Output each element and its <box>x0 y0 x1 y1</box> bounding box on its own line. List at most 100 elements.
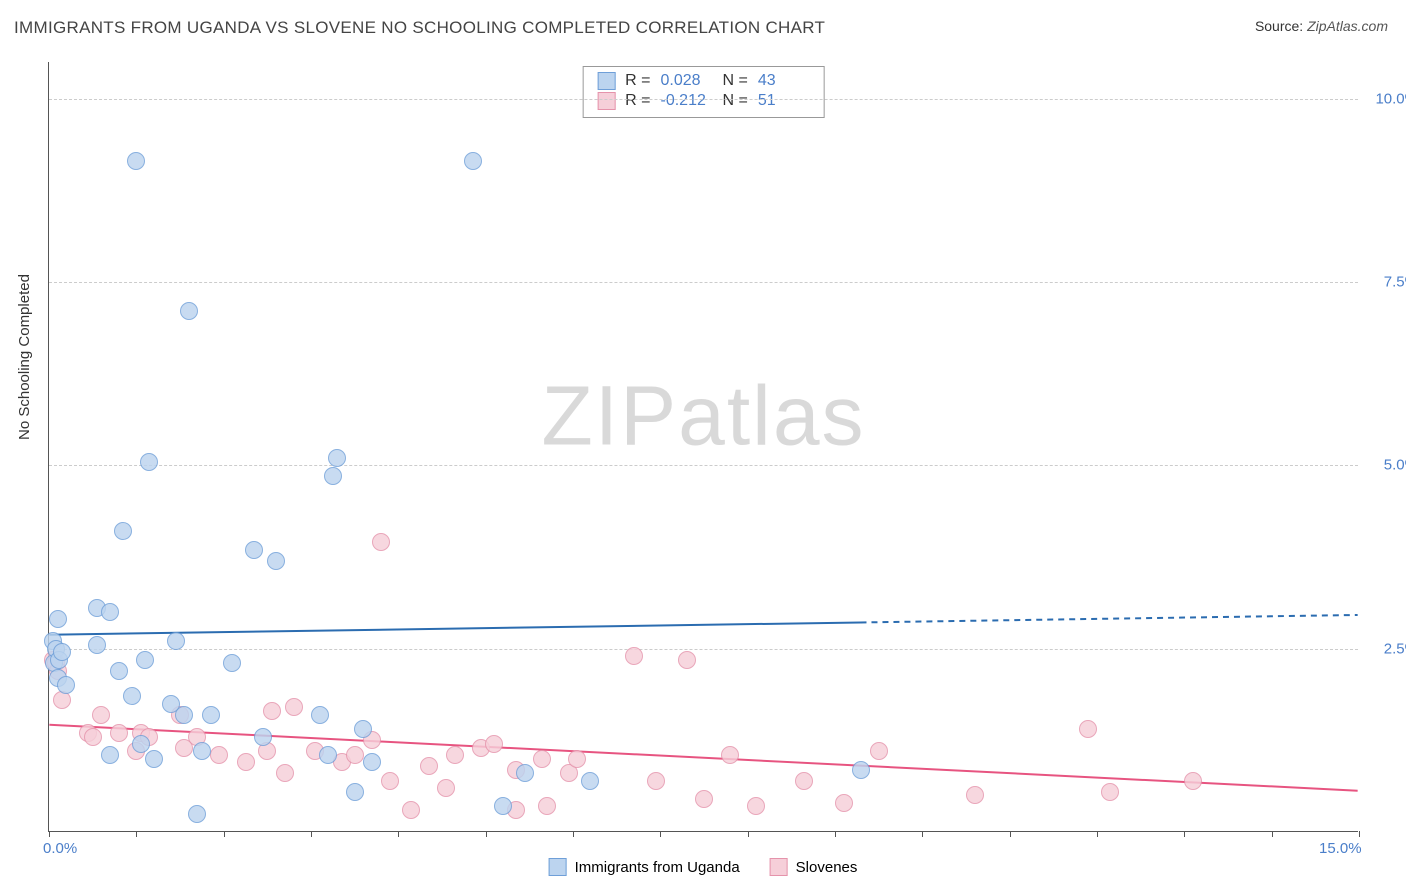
scatter-point-uganda <box>223 654 241 672</box>
scatter-point-slovene <box>110 724 128 742</box>
x-tick-label: 0.0% <box>43 840 77 857</box>
x-tick <box>922 831 923 837</box>
scatter-point-uganda <box>188 805 206 823</box>
n-label: N = <box>723 92 748 110</box>
grid-line <box>49 465 1358 466</box>
watermark-zip: ZIP <box>541 368 678 462</box>
x-tick <box>136 831 137 837</box>
scatter-point-uganda <box>114 522 132 540</box>
scatter-point-uganda <box>494 797 512 815</box>
n-label: N = <box>723 72 748 90</box>
x-tick-label: 15.0% <box>1319 840 1362 857</box>
y-tick-label: 5.0% <box>1384 457 1406 474</box>
scatter-point-slovene <box>1184 772 1202 790</box>
y-axis-title: No Schooling Completed <box>16 274 33 440</box>
scatter-point-slovene <box>538 797 556 815</box>
scatter-point-uganda <box>136 651 154 669</box>
legend-item-slovene: Slovenes <box>770 858 858 876</box>
scatter-point-uganda <box>101 746 119 764</box>
grid-line <box>49 99 1358 100</box>
scatter-point-slovene <box>795 772 813 790</box>
scatter-point-slovene <box>285 698 303 716</box>
stats-legend-box: R =0.028N =43R =-0.212N =51 <box>582 66 825 118</box>
scatter-point-slovene <box>966 786 984 804</box>
scatter-chart: ZIPatlas R =0.028N =43R =-0.212N =51 2.5… <box>48 62 1358 832</box>
scatter-point-slovene <box>678 651 696 669</box>
scatter-point-slovene <box>647 772 665 790</box>
legend-item-uganda: Immigrants from Uganda <box>549 858 740 876</box>
scatter-point-uganda <box>175 706 193 724</box>
scatter-point-slovene <box>485 735 503 753</box>
scatter-point-uganda <box>354 720 372 738</box>
scatter-point-uganda <box>464 152 482 170</box>
watermark-atlas: atlas <box>678 368 865 462</box>
y-tick-label: 7.5% <box>1384 274 1406 291</box>
scatter-point-uganda <box>57 676 75 694</box>
x-tick <box>398 831 399 837</box>
legend-label: Immigrants from Uganda <box>575 859 740 876</box>
scatter-point-uganda <box>140 453 158 471</box>
scatter-point-uganda <box>202 706 220 724</box>
r-label: R = <box>625 92 650 110</box>
stats-row-uganda: R =0.028N =43 <box>597 71 810 91</box>
scatter-point-slovene <box>372 533 390 551</box>
scatter-point-slovene <box>346 746 364 764</box>
scatter-point-slovene <box>437 779 455 797</box>
x-tick <box>311 831 312 837</box>
scatter-point-slovene <box>446 746 464 764</box>
scatter-point-uganda <box>132 735 150 753</box>
swatch-uganda <box>549 858 567 876</box>
y-tick-label: 10.0% <box>1375 90 1406 107</box>
scatter-point-slovene <box>835 794 853 812</box>
scatter-point-uganda <box>319 746 337 764</box>
x-tick <box>573 831 574 837</box>
scatter-point-slovene <box>381 772 399 790</box>
scatter-point-slovene <box>721 746 739 764</box>
swatch-slovene <box>597 92 615 110</box>
scatter-point-slovene <box>625 647 643 665</box>
scatter-point-slovene <box>695 790 713 808</box>
x-tick <box>49 831 50 837</box>
scatter-point-uganda <box>101 603 119 621</box>
y-tick-label: 2.5% <box>1384 640 1406 657</box>
r-value: -0.212 <box>661 92 713 110</box>
n-value: 43 <box>758 72 810 90</box>
x-tick <box>1359 831 1360 837</box>
scatter-point-uganda <box>245 541 263 559</box>
trend-lines <box>49 62 1358 831</box>
grid-line <box>49 282 1358 283</box>
scatter-point-uganda <box>49 610 67 628</box>
scatter-point-uganda <box>581 772 599 790</box>
scatter-point-slovene <box>402 801 420 819</box>
scatter-point-slovene <box>533 750 551 768</box>
scatter-point-uganda <box>328 449 346 467</box>
scatter-point-slovene <box>263 702 281 720</box>
x-tick <box>224 831 225 837</box>
scatter-point-slovene <box>276 764 294 782</box>
x-tick <box>748 831 749 837</box>
x-tick <box>1272 831 1273 837</box>
scatter-point-uganda <box>88 636 106 654</box>
watermark: ZIPatlas <box>541 367 865 464</box>
source-label: Source: <box>1255 18 1303 34</box>
scatter-point-slovene <box>92 706 110 724</box>
x-tick <box>835 831 836 837</box>
scatter-point-uganda <box>145 750 163 768</box>
scatter-point-uganda <box>324 467 342 485</box>
scatter-point-uganda <box>363 753 381 771</box>
grid-line <box>49 649 1358 650</box>
scatter-point-slovene <box>210 746 228 764</box>
r-value: 0.028 <box>661 72 713 90</box>
n-value: 51 <box>758 92 810 110</box>
scatter-point-uganda <box>110 662 128 680</box>
scatter-point-uganda <box>311 706 329 724</box>
scatter-point-slovene <box>237 753 255 771</box>
swatch-slovene <box>770 858 788 876</box>
x-tick <box>1010 831 1011 837</box>
chart-title: IMMIGRANTS FROM UGANDA VS SLOVENE NO SCH… <box>14 18 825 38</box>
scatter-point-slovene <box>870 742 888 760</box>
x-tick <box>1097 831 1098 837</box>
scatter-point-uganda <box>254 728 272 746</box>
scatter-point-uganda <box>516 764 534 782</box>
scatter-point-slovene <box>84 728 102 746</box>
